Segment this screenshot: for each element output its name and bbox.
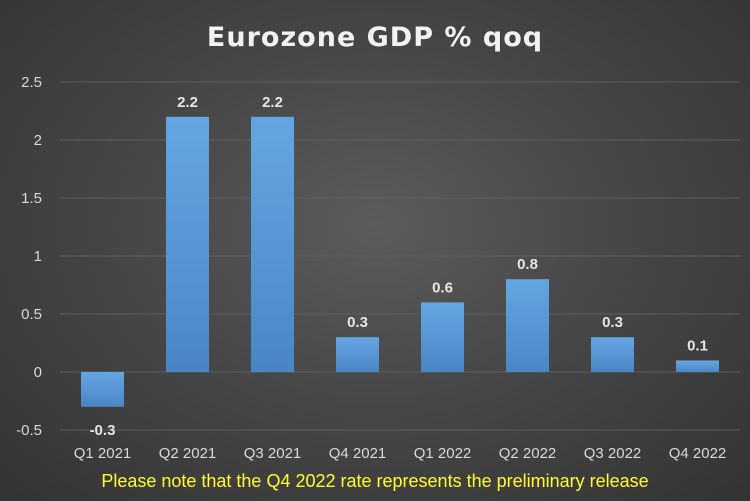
bar xyxy=(336,337,379,372)
x-tick-label: Q3 2022 xyxy=(584,445,642,462)
x-tick-label: Q2 2021 xyxy=(159,445,217,462)
y-tick-label: 2 xyxy=(34,132,42,149)
y-tick-label: 1 xyxy=(34,248,42,265)
gridlines xyxy=(60,81,740,431)
x-tick-label: Q1 2021 xyxy=(74,445,132,462)
data-label: 0.3 xyxy=(602,314,623,331)
bars xyxy=(81,116,719,407)
footnote: Please note that the Q4 2022 rate repres… xyxy=(101,471,648,491)
data-label: -0.3 xyxy=(90,422,116,439)
data-label: 0.6 xyxy=(432,279,453,296)
bar xyxy=(251,116,294,372)
bar xyxy=(506,279,549,372)
data-label: 2.2 xyxy=(177,94,198,111)
x-tick-label: Q3 2021 xyxy=(244,445,302,462)
chart-title: Eurozone GDP % qoq xyxy=(207,22,543,53)
bar xyxy=(421,302,464,372)
x-tick-label: Q4 2022 xyxy=(669,445,727,462)
data-label: 2.2 xyxy=(262,94,283,111)
y-tick-label: 0 xyxy=(34,364,42,381)
bar xyxy=(81,372,124,407)
data-label: 0.1 xyxy=(687,337,708,354)
y-axis-tick-labels: -0.5 0 0.5 1 1.5 2 2.5 xyxy=(16,74,42,439)
data-label: 0.3 xyxy=(347,314,368,331)
x-axis-tick-labels: Q1 2021 Q2 2021 Q3 2021 Q4 2021 Q1 2022 Q2 20… xyxy=(74,445,727,462)
x-tick-label: Q4 2021 xyxy=(329,445,387,462)
x-tick-label: Q1 2022 xyxy=(414,445,472,462)
y-tick-label: 0.5 xyxy=(21,306,42,323)
y-tick-label: 1.5 xyxy=(21,190,42,207)
x-tick-label: Q2 2022 xyxy=(499,445,557,462)
data-labels: -0.3 2.2 2.2 0.3 0.6 0.8 0.3 0.1 xyxy=(90,94,708,439)
data-label: 0.8 xyxy=(517,256,538,273)
bar xyxy=(676,360,719,372)
bar xyxy=(591,337,634,372)
y-tick-label: 2.5 xyxy=(21,74,42,91)
bar xyxy=(166,116,209,372)
y-tick-label: -0.5 xyxy=(16,422,42,439)
